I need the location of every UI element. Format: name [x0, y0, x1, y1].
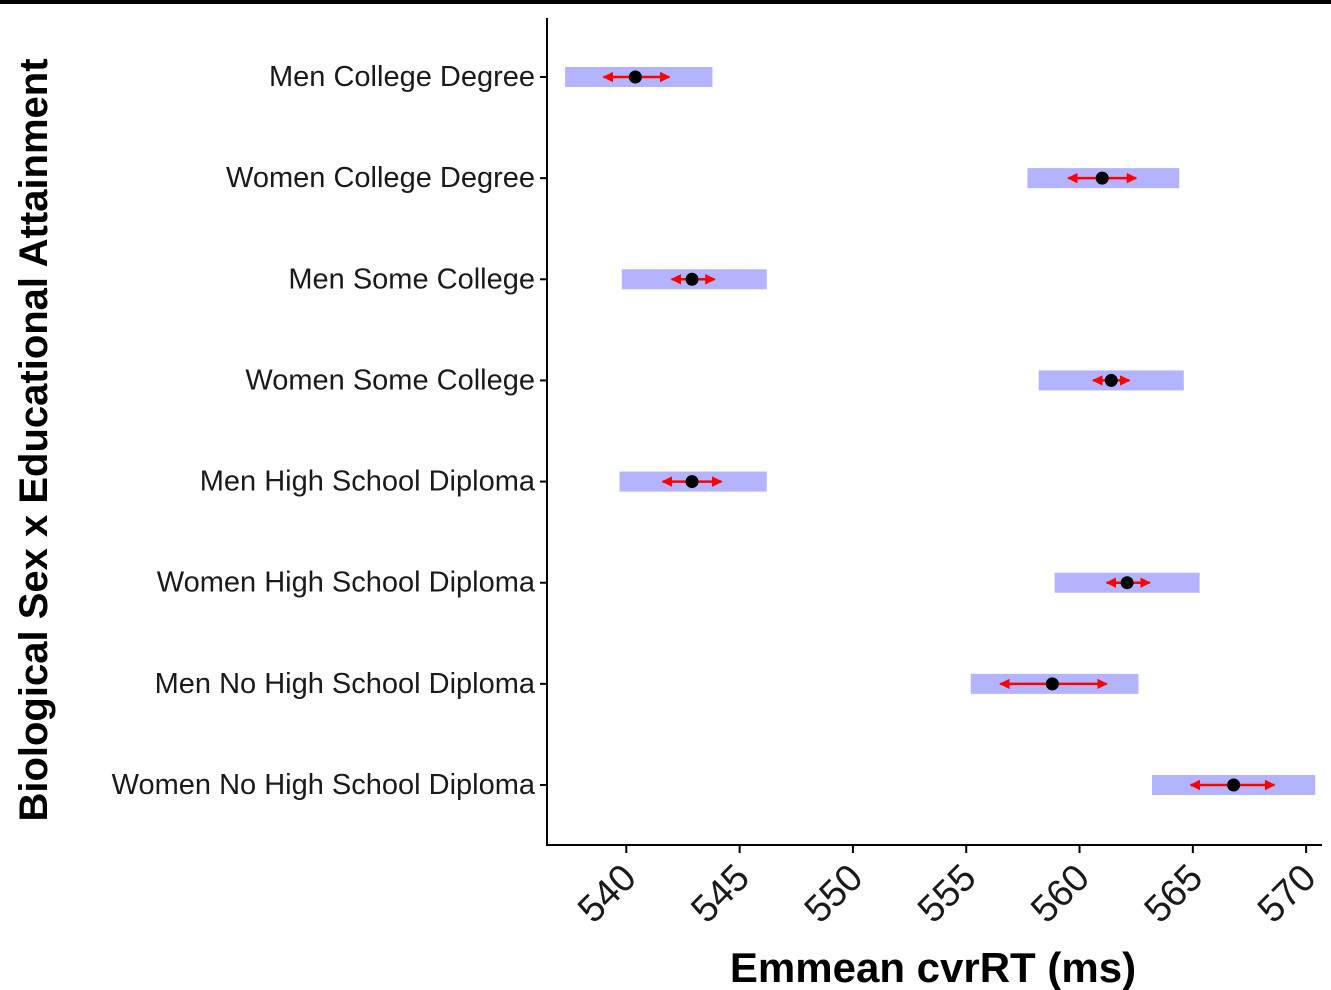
row-women-no-high-school-diploma [1152, 775, 1316, 795]
emmean-point [685, 272, 699, 286]
emmean-point [1095, 171, 1109, 185]
y-category-label: Women No High School Diploma [112, 769, 536, 801]
emmean-point [685, 475, 699, 489]
x-tick-label: 555 [910, 857, 985, 932]
plot-area [565, 67, 1316, 795]
x-tick-label: 540 [570, 857, 645, 932]
emmean-point [1227, 778, 1241, 792]
y-category-label: Men High School Diploma [200, 466, 536, 498]
row-men-high-school-diploma [619, 471, 767, 492]
x-tick-label: 545 [683, 857, 758, 932]
emmean-point [628, 70, 642, 84]
row-women-some-college [1038, 370, 1184, 391]
x-axis-title: Emmean cvrRT (ms) [730, 944, 1136, 990]
y-axis-categories: Men College Degree Women College Degree Me… [112, 61, 547, 801]
row-women-high-school-diploma [1054, 572, 1200, 593]
x-tick-label: 550 [797, 857, 872, 932]
y-category-label: Women College Degree [226, 162, 535, 194]
y-axis-title: Biological Sex x Educational Attainment [12, 58, 56, 821]
y-category-label: Women High School Diploma [157, 567, 536, 599]
row-men-some-college [621, 269, 767, 290]
row-men-college-degree [565, 67, 713, 87]
emmean-point [1120, 576, 1134, 590]
x-tick-label: 560 [1023, 857, 1098, 932]
emmean-point [1104, 373, 1118, 387]
y-category-label: Women Some College [245, 364, 535, 396]
y-category-label: Men No High School Diploma [155, 668, 536, 700]
x-tick-label: 570 [1250, 857, 1325, 932]
top-border [0, 0, 1331, 4]
x-tick-label: 565 [1137, 857, 1212, 932]
x-axis-ticks: 540 545 550 555 560 565 570 [570, 845, 1325, 932]
y-category-label: Men Some College [288, 263, 535, 295]
emmean-point [1045, 677, 1059, 691]
row-women-college-degree [1027, 168, 1180, 189]
y-category-label: Men College Degree [269, 61, 535, 93]
row-men-no-high-school-diploma [970, 673, 1139, 694]
